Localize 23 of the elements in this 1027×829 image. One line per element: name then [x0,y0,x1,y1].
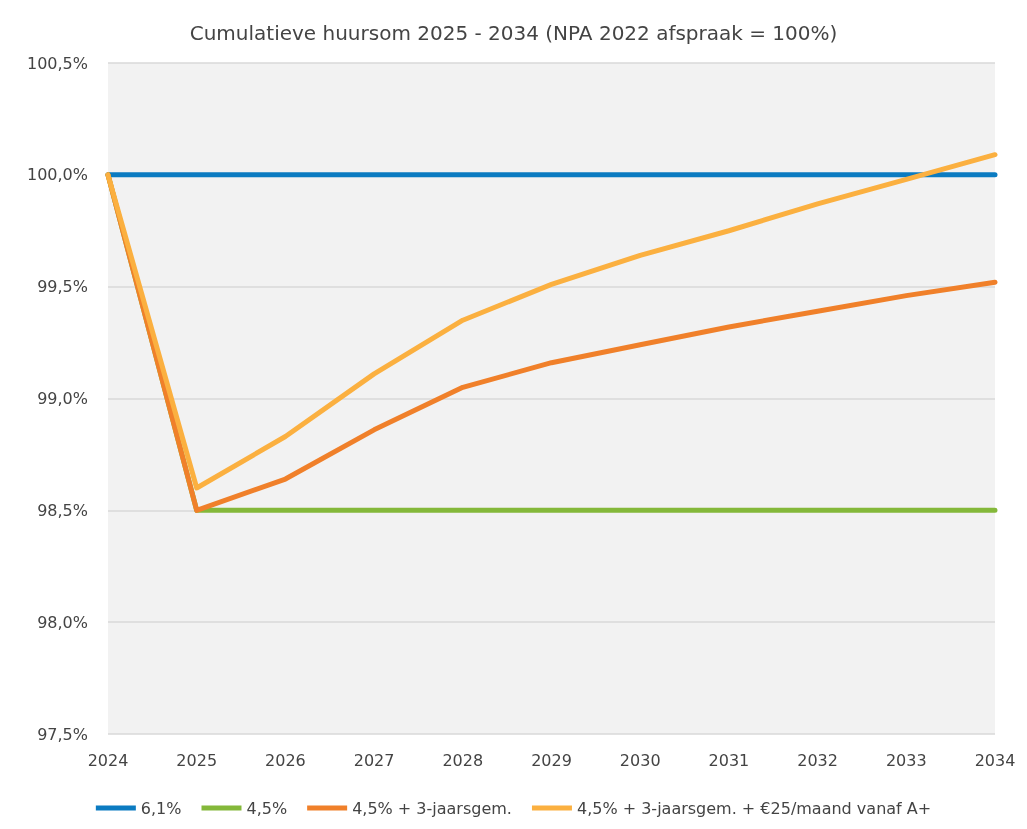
y-tick-label: 99,0% [37,389,88,408]
x-tick-label: 2025 [176,750,218,770]
x-tick-label: 2030 [619,750,661,770]
x-tick-label: 2031 [708,750,750,770]
y-tick-label: 97,5% [37,724,88,744]
y-tick-label: 100,0% [26,165,88,185]
chart-title: Cumulatieve huursom 2025 - 2034 (NPA 2022 afspraak = 100%) [189,21,838,45]
legend-label: 6,1% [140,798,182,818]
x-tick-label: 2026 [265,750,306,770]
legend-label: 4,5% [246,798,288,818]
x-tick-label: 2033 [885,750,927,770]
y-tick-label: 99,5% [37,277,88,297]
x-tick-label: 2028 [442,750,484,770]
y-tick-label: 98,5% [37,500,88,520]
x-tick-label: 2032 [797,750,838,770]
legend-label: 4,5% + 3-jaarsgem. [352,798,512,818]
x-tick-label: 2024 [87,750,129,770]
x-tick-label: 2029 [531,750,572,770]
legend-label: 4,5% + 3-jaarsgem. + €25/maand vanaf A+ [576,798,932,818]
y-tick-label: 100,5% [26,53,88,73]
x-tick-label: 2027 [353,750,395,770]
y-tick-label: 98,0% [37,612,88,632]
x-tick-label: 2034 [974,750,1016,770]
